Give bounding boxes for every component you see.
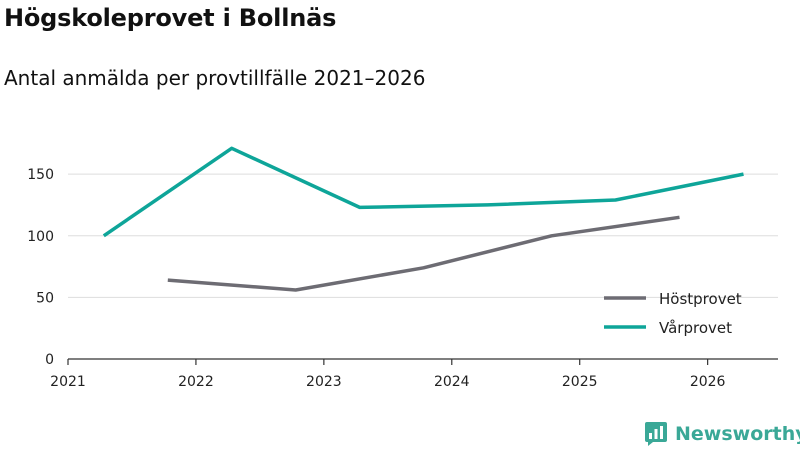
y-tick-label: 0 (45, 352, 54, 368)
newsworthy-logo: Newsworthy (644, 419, 800, 449)
x-tick-label: 2023 (306, 374, 342, 390)
series-line (167, 215, 680, 292)
y-tick-label: 150 (27, 167, 54, 183)
x-tick-label: 2026 (690, 374, 726, 390)
legend-label: Vårprovet (659, 319, 732, 337)
x-tick-label: 2024 (434, 374, 470, 390)
y-tick-label: 100 (27, 229, 54, 245)
x-tick-label: 2025 (562, 374, 598, 390)
legend-label: Höstprovet (659, 290, 742, 308)
tick-labels: 0 50 100 150 2021 2022 2023 2024 2025 2026 (27, 167, 725, 390)
legend: Höstprovet Vårprovet (604, 290, 742, 337)
series-line (102, 146, 744, 238)
x-tick-label: 2022 (178, 374, 214, 390)
y-tick-label: 50 (36, 290, 54, 306)
chart-subtitle: Antal anmälda per provtillfälle 2021–202… (4, 66, 426, 90)
x-axis (67, 358, 778, 365)
grid-lines (68, 173, 778, 298)
series-lines (102, 146, 744, 292)
newsworthy-logo-icon (645, 422, 667, 446)
x-tick-label: 2021 (50, 374, 86, 390)
brand-name: Newsworthy (675, 423, 800, 445)
chart-title: Högskoleprovet i Bollnäs (4, 4, 337, 32)
